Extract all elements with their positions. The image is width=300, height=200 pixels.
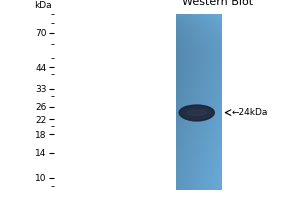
Text: Western Blot: Western Blot	[182, 0, 254, 7]
Text: ←24kDa: ←24kDa	[232, 108, 268, 117]
Ellipse shape	[187, 110, 206, 115]
Ellipse shape	[179, 105, 214, 121]
Text: kDa: kDa	[34, 1, 52, 10]
